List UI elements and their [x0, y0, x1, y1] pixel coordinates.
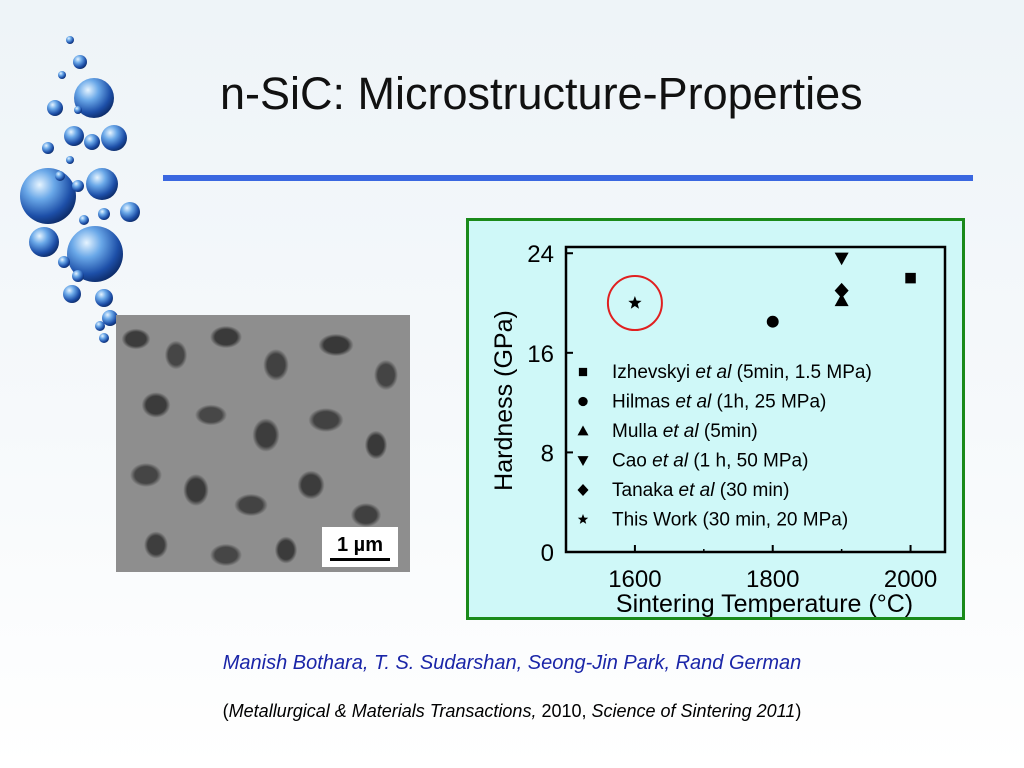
- globe-bubble: [95, 289, 113, 307]
- globe-bubble: [58, 256, 70, 268]
- y-tick-label: 24: [527, 241, 554, 268]
- x-tick-label: 1800: [746, 566, 799, 593]
- x-axis-label: Sintering Temperature (°C): [616, 590, 913, 617]
- chart-panel: 1600 1800 2000 0 8 16 24 Sintering Temperature …: [466, 218, 965, 620]
- legend-marker-triangle-down: [577, 456, 589, 466]
- slide-title: n-SiC: Microstructure-Properties: [220, 68, 863, 119]
- data-point-circle: [766, 315, 779, 328]
- citation-proceedings: Science of Sintering 2011: [591, 701, 796, 721]
- scale-bar-label: 1 µm: [337, 534, 383, 556]
- data-point-triangle-down: [834, 252, 849, 266]
- citation-close: ): [795, 701, 802, 721]
- scale-bar-line: [330, 558, 390, 561]
- legend-marker-circle: [578, 396, 588, 407]
- globe-bubbles-icon: [20, 36, 140, 343]
- globe-bubble: [101, 125, 127, 151]
- legend-entry: Mulla et al (5min): [612, 421, 758, 442]
- legend-marker-star: [577, 514, 589, 524]
- y-tick-label: 0: [541, 540, 554, 567]
- scale-bar: 1 µm: [322, 527, 398, 567]
- globe-bubble: [58, 71, 66, 79]
- globe-bubble: [84, 134, 100, 150]
- legend-entry: Hilmas et al (1h, 25 MPa): [612, 392, 826, 413]
- globe-bubble: [86, 168, 118, 200]
- globe-bubble: [72, 270, 84, 282]
- globe-bubble: [73, 55, 87, 69]
- legend-entry: This Work (30 min, 20 MPa): [612, 510, 848, 531]
- plot-frame: [564, 245, 947, 554]
- data-point-star: [628, 296, 642, 309]
- globe-bubble: [29, 227, 59, 257]
- authors-line: Manish Bothara, T. S. Sudarshan, Seong-J…: [222, 652, 802, 674]
- data-point-triangle-up: [834, 293, 849, 307]
- citation-journal: Metallurgical & Materials Transactions,: [228, 701, 537, 721]
- globe-bubble: [120, 202, 140, 222]
- globe-bubbles-decoration: [0, 0, 170, 350]
- hardness-scatter-chart: 1600 1800 2000 0 8 16 24 Sintering Temperature …: [490, 241, 947, 617]
- legend-marker-diamond: [577, 483, 589, 497]
- citation-open: (: [222, 701, 229, 721]
- globe-bubble: [74, 106, 82, 114]
- y-axis-label: Hardness (GPa): [490, 310, 518, 491]
- globe-bubble: [67, 226, 123, 282]
- globe-bubble: [55, 171, 65, 181]
- legend-marker-square: [578, 367, 588, 377]
- legend-entry: Cao et al (1 h, 50 MPa): [612, 451, 808, 472]
- globe-bubble: [66, 36, 74, 44]
- x-tick-label: 2000: [884, 566, 937, 593]
- globe-bubble: [98, 208, 110, 220]
- data-point-diamond: [834, 282, 849, 299]
- globe-bubble: [79, 215, 89, 225]
- legend-marker-triangle-up: [577, 425, 589, 436]
- legend-entry: Izhevskyi et al (5min, 1.5 MPa): [612, 362, 872, 383]
- globe-bubble: [95, 321, 105, 331]
- globe-bubble: [99, 333, 109, 343]
- globe-bubble: [20, 168, 76, 224]
- highlight-circle: [606, 275, 663, 332]
- title-underline-rule: [163, 175, 973, 181]
- globe-bubble: [64, 126, 84, 146]
- citation-year: 2010,: [536, 701, 592, 721]
- globe-bubble: [74, 78, 114, 118]
- globe-bubble: [42, 142, 54, 154]
- globe-bubble: [102, 310, 118, 326]
- y-tick-label: 8: [541, 440, 554, 467]
- globe-bubble: [66, 156, 74, 164]
- legend-entry: Tanaka et al (30 min): [612, 480, 789, 501]
- sem-micrograph: [116, 315, 410, 572]
- globe-bubble: [47, 100, 63, 116]
- globe-bubble: [72, 180, 84, 192]
- citation-line: (Metallurgical & Materials Transactions,…: [0, 701, 1024, 722]
- x-tick-label: 1600: [608, 566, 661, 593]
- globe-bubble: [63, 285, 81, 303]
- data-point-square: [905, 272, 916, 284]
- y-tick-label: 16: [527, 341, 554, 368]
